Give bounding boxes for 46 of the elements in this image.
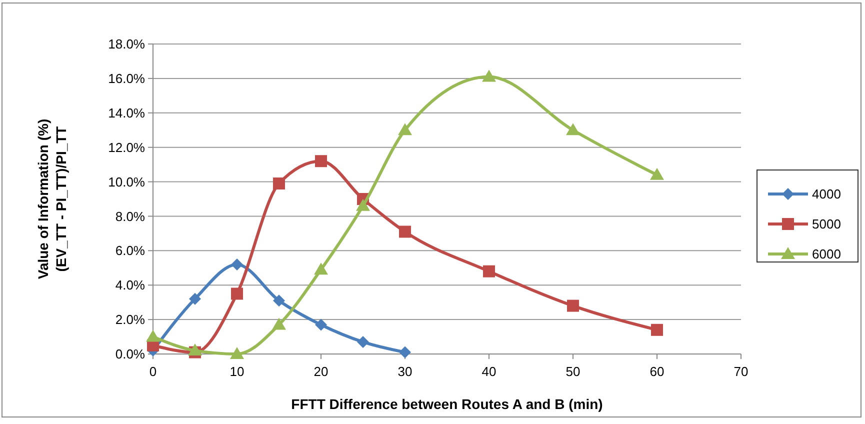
- point: [273, 294, 285, 307]
- x-tick-label: 60: [650, 364, 664, 379]
- y-tick-label: 16.0%: [108, 70, 146, 86]
- y-tick-label: 14.0%: [108, 105, 146, 120]
- point: [146, 330, 160, 342]
- point: [650, 168, 664, 180]
- point: [566, 123, 580, 136]
- y-tick-label: 0.0%: [115, 346, 146, 362]
- point: [188, 344, 202, 356]
- point: [314, 262, 328, 275]
- point: [567, 300, 579, 312]
- y-tick-label: 4.0%: [115, 278, 146, 293]
- x-tick-label: 10: [230, 364, 244, 379]
- x-tick-label: 50: [566, 364, 580, 379]
- y-axis-title: Value of Information (%) (EV_TT - PI_TT)/PI_TT: [35, 118, 69, 280]
- point: [230, 347, 244, 359]
- x-tick-label: 0: [149, 364, 157, 379]
- point: [357, 336, 369, 348]
- point: [399, 346, 411, 358]
- y-tick-label: 12.0%: [108, 140, 146, 155]
- y-tick-label: 8.0%: [115, 208, 146, 224]
- point: [398, 123, 412, 136]
- y-tick-label: 18.0%: [108, 36, 146, 52]
- x-axis-title: FFTT Difference between Routes A and B (min): [291, 396, 603, 412]
- x-tick-label: 70: [734, 364, 748, 379]
- point: [315, 318, 327, 331]
- point: [272, 318, 286, 330]
- x-tick-label: 30: [398, 364, 412, 379]
- legend-label: 4000: [812, 186, 841, 202]
- point: [315, 155, 327, 168]
- y-tick-label: 6.0%: [115, 243, 146, 258]
- point: [356, 198, 370, 211]
- point: [399, 226, 411, 238]
- legend-label: 6000: [812, 246, 841, 262]
- y-tick-label: 10.0%: [108, 174, 146, 190]
- legend-label: 5000: [812, 216, 841, 232]
- point: [231, 288, 243, 300]
- point: [482, 70, 496, 82]
- point: [651, 324, 663, 336]
- point: [189, 292, 201, 305]
- point: [483, 265, 495, 278]
- point: [231, 258, 243, 270]
- y-tick-label: 2.0%: [115, 312, 146, 328]
- point: [273, 178, 285, 190]
- x-tick-label: 40: [482, 364, 496, 379]
- x-tick-label: 20: [314, 364, 328, 379]
